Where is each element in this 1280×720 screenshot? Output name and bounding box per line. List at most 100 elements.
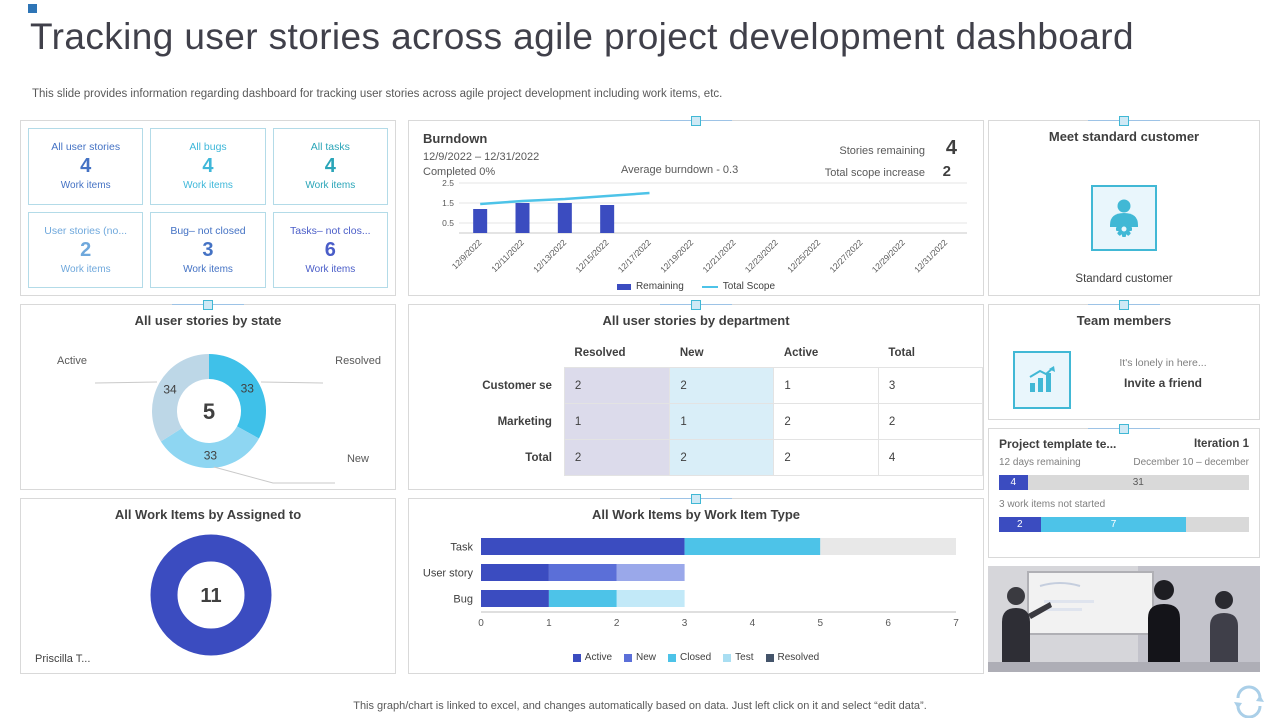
- stat-card[interactable]: All bugs 4 Work items: [150, 128, 266, 205]
- meet-customer-panel: Meet standard customer Standard customer: [988, 116, 1260, 296]
- remaining-bar: [473, 209, 488, 233]
- leader-line: [260, 381, 324, 384]
- stat-card-value: 4: [202, 155, 214, 178]
- drag-handle[interactable]: [660, 115, 732, 126]
- stat-card-sub: Work items: [60, 180, 111, 192]
- department-table: Resolved New Active Total Customer se 2 2 1 3 Mar…: [445, 339, 984, 476]
- stat-card[interactable]: All tasks 4 Work items: [272, 128, 388, 205]
- drag-handle[interactable]: [660, 299, 732, 310]
- x-tick-label: 12/9/2022: [450, 237, 484, 271]
- legend-swatch: [616, 283, 631, 290]
- bar-segment-new: [548, 564, 617, 581]
- stat-card-sub: Work items: [183, 180, 233, 192]
- burndown-title: Burndown: [423, 131, 488, 146]
- x-tick-label: 12/21/2022: [700, 237, 737, 274]
- x-tick-label: 12/19/2022: [658, 237, 695, 274]
- remaining-bar: [557, 203, 572, 233]
- burndown-legend: Remaining Total Scope: [409, 281, 983, 292]
- not-started-note: 3 work items not started: [999, 499, 1106, 510]
- table-cell: 2: [563, 439, 671, 476]
- x-tick-label: 12/15/2022: [573, 237, 610, 274]
- row-header: Total: [445, 439, 565, 476]
- stat-card-value: 6: [324, 238, 336, 261]
- leader-line: [94, 381, 158, 384]
- legend-item: Total Scope: [701, 281, 775, 292]
- invite-friend-link[interactable]: Invite a friend: [1123, 376, 1203, 390]
- column-header: New: [679, 347, 704, 359]
- table-cell: 2: [773, 403, 879, 440]
- state-donut: 33 33 34 5: [94, 354, 335, 484]
- drag-handle[interactable]: [1088, 115, 1160, 126]
- slice-value: 33: [241, 381, 255, 395]
- stat-card[interactable]: Tasks– not clos... 6 Work items: [272, 211, 388, 288]
- table-row: Total 2 2 2 4: [445, 439, 984, 476]
- legend-swatch: [701, 285, 718, 288]
- table-cell: 3: [877, 367, 984, 404]
- x-tick-label: 12/27/2022: [827, 237, 864, 274]
- stats-panel: All user stories 4 Work items All bugs 4 Work…: [20, 120, 396, 296]
- table-cell: 2: [669, 439, 775, 476]
- table-corner: [445, 339, 565, 368]
- legend-label: Active: [584, 652, 613, 663]
- legend-item: Remaining: [616, 281, 684, 292]
- customer-caption: Standard customer: [1075, 273, 1173, 285]
- stat-card[interactable]: User stories (no... 2 Work items: [28, 211, 144, 288]
- bar-segment-test: [684, 538, 821, 555]
- stat-card-value: 4: [80, 155, 92, 178]
- bar-segment-resolved: [616, 590, 685, 607]
- photo-panel: [988, 566, 1260, 672]
- stat-card-label: Tasks– not clos...: [290, 224, 371, 237]
- bar-segment-active: [481, 590, 549, 607]
- meet-customer-title: Meet standard customer: [1048, 129, 1200, 144]
- drag-handle[interactable]: [1088, 299, 1160, 310]
- legend-label: Test: [735, 652, 754, 663]
- legend-swatch: [572, 653, 581, 662]
- x-tick-label: 7: [953, 618, 959, 629]
- project-template-panel: Project template te... Iteration 1 12 da…: [988, 424, 1260, 558]
- bar-segment-test: [548, 590, 617, 607]
- team-content: It's lonely in here... Invite a friend: [1077, 357, 1249, 390]
- scope-increase-label: Total scope increase: [824, 167, 925, 179]
- growth-chart-icon: [1029, 366, 1055, 392]
- row-header: Marketing: [445, 403, 565, 440]
- x-tick-label: 12/17/2022: [616, 237, 653, 274]
- stat-card-sub: Work items: [183, 263, 233, 275]
- drag-handle[interactable]: [172, 299, 244, 310]
- stat-card-label: All user stories: [51, 141, 121, 154]
- corner-accent: [28, 4, 37, 13]
- donut-slice-resolved: [209, 354, 267, 439]
- table-cell: 2: [563, 367, 671, 404]
- handle-square: [1119, 116, 1129, 126]
- drag-handle[interactable]: [660, 493, 732, 504]
- stat-card-sub: Work items: [60, 263, 111, 275]
- x-tick-label: 3: [682, 618, 688, 629]
- assignee-panel: All Work Items by Assigned to 11 Priscil…: [20, 498, 396, 674]
- burndown-completed: Completed 0%: [423, 166, 496, 178]
- remaining-bar: [515, 203, 530, 233]
- team-chart-icon-box: [1013, 351, 1071, 409]
- stat-card[interactable]: Bug– not closed 3 Work items: [150, 211, 266, 288]
- stat-card-label: All tasks: [310, 141, 350, 154]
- work-item-type-chart: Task User story Bug 0 1 2 3 4 5 6 7: [423, 538, 959, 629]
- customer-gear-icon: [1110, 199, 1138, 237]
- stat-card[interactable]: All user stories 4 Work items: [28, 128, 144, 205]
- stat-card-sub: Work items: [305, 263, 356, 275]
- slice-value: 33: [204, 448, 218, 462]
- stories-remaining-value: 4: [945, 137, 957, 159]
- stories-remaining-label: Stories remaining: [839, 145, 925, 157]
- stat-card-label: All bugs: [189, 141, 227, 154]
- x-tick-label: 4: [750, 618, 756, 629]
- progress-segment: 7: [1040, 517, 1187, 532]
- column-header: Total: [888, 347, 915, 359]
- refresh-icon[interactable]: [1230, 684, 1268, 718]
- total-scope-line: [480, 191, 650, 206]
- legend-swatch: [723, 653, 732, 662]
- burndown-date-range: 12/9/2022 – 12/31/2022: [423, 151, 540, 163]
- legend-item: Closed: [668, 652, 711, 663]
- x-tick-label: 12/29/2022: [870, 237, 907, 274]
- y-tick-label: 1.5: [442, 198, 454, 208]
- leader-line: [213, 466, 335, 484]
- drag-handle[interactable]: [1088, 423, 1160, 434]
- page-title: Tracking user stories across agile proje…: [30, 16, 1134, 57]
